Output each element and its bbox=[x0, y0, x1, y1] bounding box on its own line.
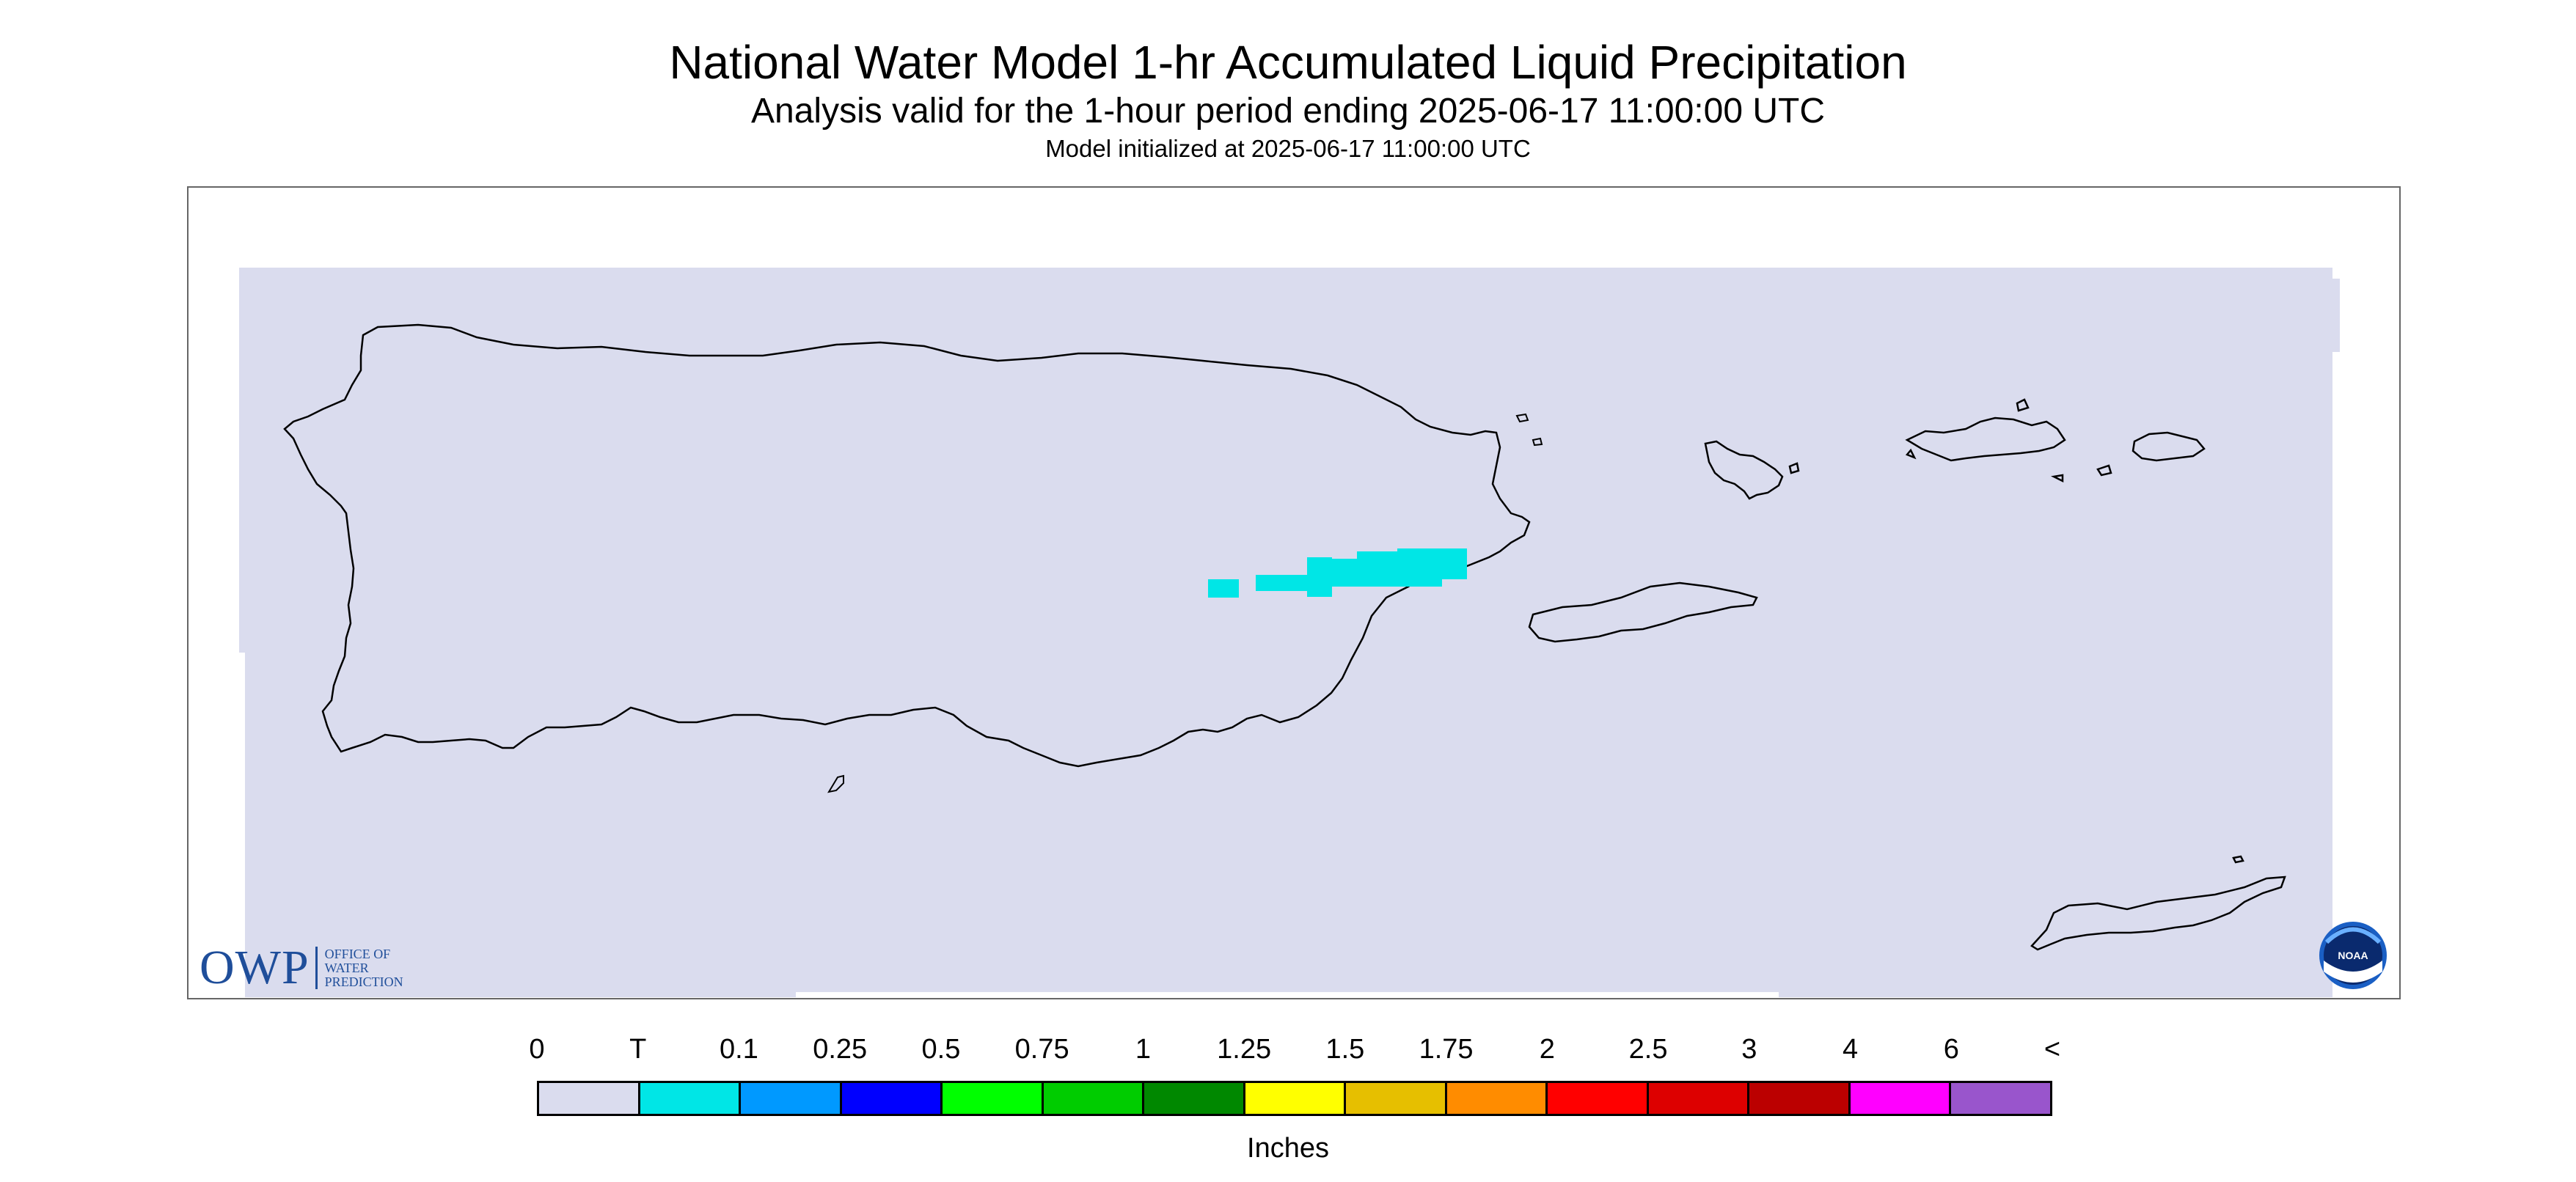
noaa-logo-icon: NOAA bbox=[2319, 922, 2387, 989]
legend-tick-label: 0.75 bbox=[1014, 1034, 1069, 1065]
legend-swatch bbox=[943, 1083, 1044, 1114]
legend-swatch bbox=[1548, 1083, 1649, 1114]
legend-swatch bbox=[841, 1083, 943, 1114]
owp-logo: OWP OFFICE OF WATER PREDICTION bbox=[200, 941, 403, 994]
legend-swatch bbox=[1043, 1083, 1145, 1114]
legend-tick-label: 1 bbox=[1135, 1034, 1151, 1065]
trace-precip-band bbox=[1208, 548, 1467, 598]
legend-swatch bbox=[1245, 1083, 1347, 1114]
legend-tick-label: 1.5 bbox=[1325, 1034, 1365, 1065]
legend-swatch bbox=[1850, 1083, 1952, 1114]
legend-swatch bbox=[1346, 1083, 1447, 1114]
culebra-coastline bbox=[1704, 440, 1800, 500]
st-croix-coastline bbox=[2030, 855, 2286, 951]
map-subtitle: Analysis valid for the 1-hour period end… bbox=[751, 92, 1825, 131]
owp-logo-subtext: OFFICE OF WATER PREDICTION bbox=[324, 946, 403, 989]
legend-tick-label: 3 bbox=[1741, 1034, 1757, 1065]
owp-logo-divider bbox=[315, 947, 318, 989]
svg-text:NOAA: NOAA bbox=[2338, 950, 2368, 961]
puerto-rico-coastline bbox=[283, 323, 1531, 768]
legend-swatch bbox=[1648, 1083, 1750, 1114]
grid-coverage-area bbox=[239, 268, 2340, 997]
map-title: National Water Model 1-hr Accumulated Li… bbox=[669, 36, 1907, 89]
precip-cell bbox=[1256, 575, 1309, 591]
legend-tick-label: 0 bbox=[529, 1034, 545, 1065]
legend-swatch bbox=[1749, 1083, 1851, 1114]
legend-tick-label: 0.25 bbox=[813, 1034, 868, 1065]
precip-cell bbox=[1307, 557, 1332, 597]
legend-tick-label: 6 bbox=[1943, 1034, 1959, 1065]
legend-tick-label: 2.5 bbox=[1628, 1034, 1668, 1065]
legend-swatch bbox=[539, 1083, 640, 1114]
legend-tick-label: 1.75 bbox=[1419, 1034, 1474, 1065]
st-john-coastline bbox=[2051, 431, 2206, 483]
legend-colorbar bbox=[537, 1081, 2052, 1116]
legend-tick-label: < bbox=[2043, 1034, 2061, 1065]
owp-logo-main: OWP bbox=[200, 941, 310, 994]
legend-swatch bbox=[1446, 1083, 1548, 1114]
legend-swatch bbox=[741, 1083, 842, 1114]
legend-tick-label: 0.5 bbox=[921, 1034, 961, 1065]
legend-swatch bbox=[1144, 1083, 1245, 1114]
small-islet-south bbox=[827, 774, 844, 793]
st-thomas-coastline bbox=[1905, 398, 2066, 462]
legend-tick-label: T bbox=[629, 1034, 647, 1065]
legend-tick-label: 1.25 bbox=[1217, 1034, 1272, 1065]
legend-tick-label: 2 bbox=[1539, 1034, 1555, 1065]
legend-tick-label: 0.1 bbox=[720, 1034, 758, 1065]
small-cays-east bbox=[1515, 413, 1543, 447]
precip-cell bbox=[1397, 548, 1467, 579]
legend-swatch bbox=[640, 1083, 742, 1114]
model-init-text: Model initialized at 2025-06-17 11:00:00… bbox=[1045, 135, 1531, 162]
legend-units-label: Inches bbox=[1247, 1133, 1329, 1164]
legend-tick-label: 4 bbox=[1842, 1034, 1859, 1065]
vieques-coastline bbox=[1528, 581, 1758, 643]
precip-cell bbox=[1208, 579, 1239, 598]
legend-swatch bbox=[1951, 1083, 2050, 1114]
